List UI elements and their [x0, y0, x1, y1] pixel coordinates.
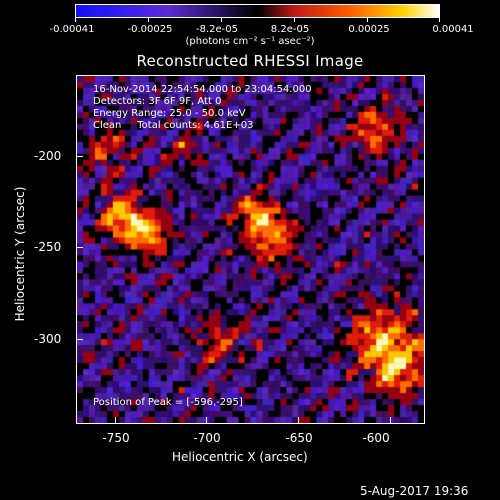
y-tick: [77, 339, 83, 340]
image-canvas: [77, 76, 424, 423]
x-tick-label: -700: [193, 431, 221, 445]
colorbar-tick: [439, 18, 440, 22]
x-tick-label: -650: [285, 431, 313, 445]
y-tick-label: -300: [34, 332, 62, 346]
y-axis-title: Heliocentric Y (arcsec): [13, 186, 27, 322]
x-axis-title: Heliocentric X (arcsec): [172, 450, 308, 464]
colorbar-tick: [75, 18, 76, 22]
y-tick-label: -200: [34, 149, 62, 163]
colorbar-tick: [221, 18, 222, 22]
x-tick: [115, 417, 116, 423]
colorbar-tick: [148, 18, 149, 22]
colorbar-label: 0.00041: [432, 24, 474, 35]
colorbar-label: -8.2e-05: [196, 24, 238, 35]
detectors-text: Detectors: 3F 6F 9F, Att 0: [93, 96, 222, 107]
colorbar-label: 0.00025: [348, 24, 390, 35]
y-tick: [77, 247, 83, 248]
x-tick: [206, 417, 207, 423]
time-range-text: 16-Nov-2014 22:54:54.000 to 23:04:54.000: [93, 84, 312, 95]
colorbar-label: 8.2e-05: [270, 24, 310, 35]
footer-timestamp: 5-Aug-2017 19:36: [360, 484, 469, 498]
colorbar-tick: [367, 18, 368, 22]
clean-counts-text: Clean Total counts: 4.61E+03: [93, 120, 254, 131]
colorbar-label: -0.00041: [49, 24, 95, 35]
x-tick-label: -750: [102, 431, 130, 445]
y-tick-label: -250: [34, 240, 62, 254]
y-tick: [77, 156, 83, 157]
x-tick: [390, 417, 391, 423]
energy-range-text: Energy Range: 25.0 - 50.0 keV: [93, 108, 246, 119]
colorbar-unit: (photons cm⁻² s⁻¹ asec⁻²): [185, 36, 315, 47]
rhessi-image: [76, 75, 425, 424]
colorbar-tick: [294, 18, 295, 22]
colorbar: [75, 4, 440, 18]
plot-title: Reconstructed RHESSI Image: [136, 52, 364, 70]
colorbar-label: -0.00025: [127, 24, 173, 35]
peak-position-text: Position of Peak = [-596,-295]: [93, 397, 243, 408]
x-tick: [298, 417, 299, 423]
x-tick-label: -600: [362, 431, 390, 445]
